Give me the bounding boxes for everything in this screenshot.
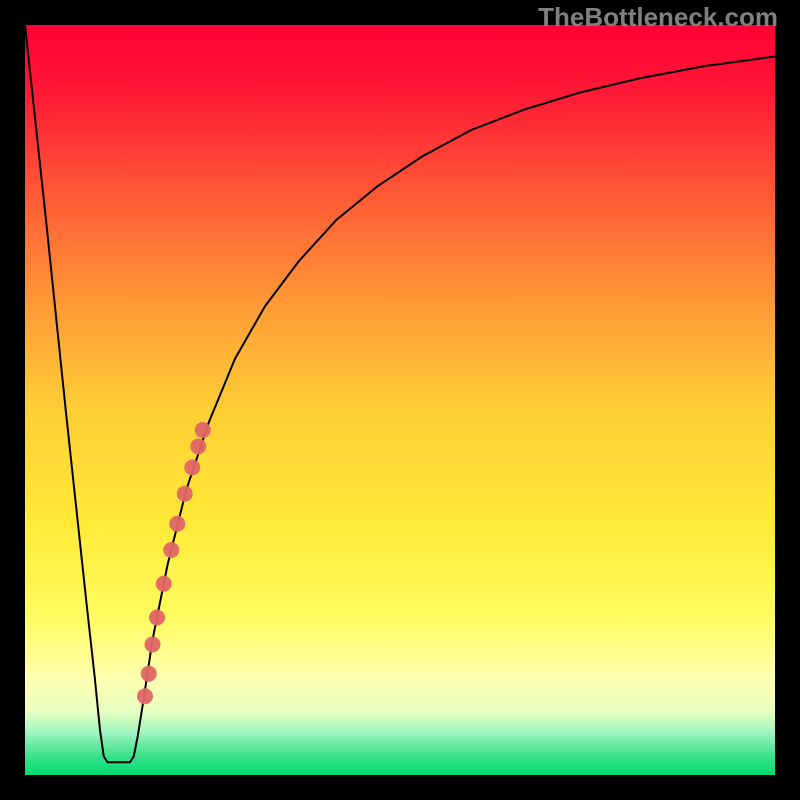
scatter-point <box>177 486 193 502</box>
scatter-point <box>184 460 200 476</box>
scatter-point <box>169 516 185 532</box>
curve-overlay <box>0 0 800 800</box>
watermark-text: TheBottleneck.com <box>538 2 778 33</box>
scatter-point <box>190 439 206 455</box>
scatter-point <box>163 542 179 558</box>
scatter-point <box>156 576 172 592</box>
scatter-point <box>145 637 161 653</box>
scatter-point <box>137 688 153 704</box>
scatter-point <box>195 422 211 438</box>
scatter-point <box>141 666 157 682</box>
chart-container: TheBottleneck.com <box>0 0 800 800</box>
scatter-point <box>149 610 165 626</box>
bottleneck-curve <box>25 25 775 762</box>
